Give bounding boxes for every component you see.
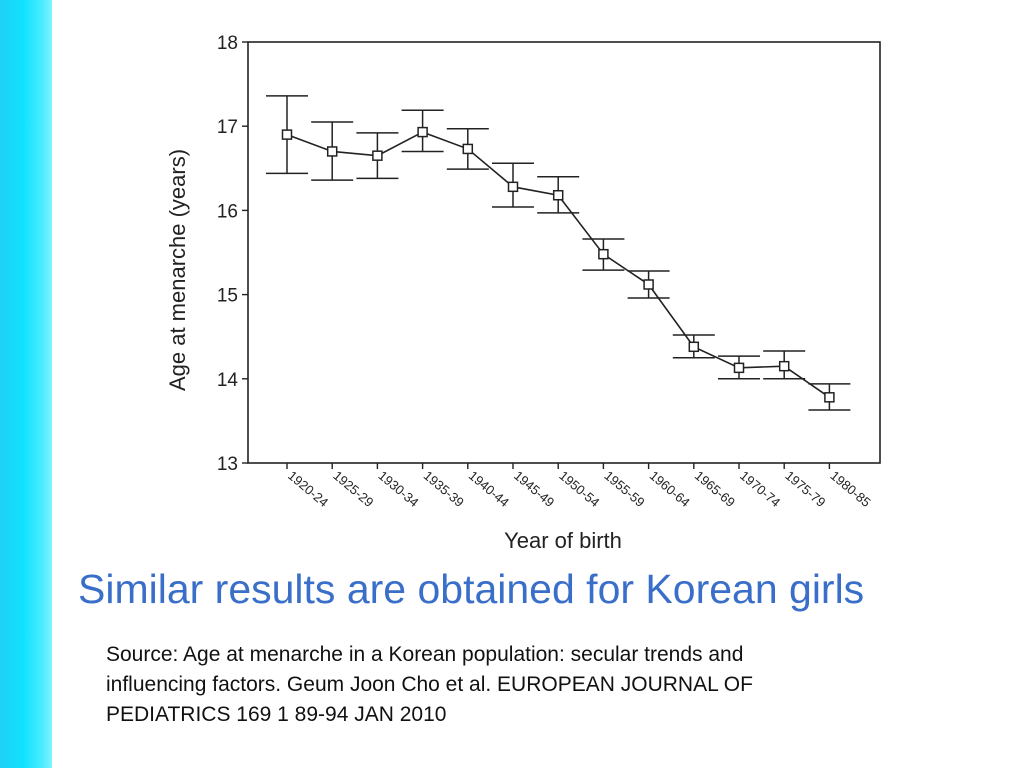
data-point	[778, 360, 790, 372]
slide-title: Similar results are obtained for Korean …	[78, 566, 865, 612]
y-axis-title: Age at menarche (years)	[165, 149, 190, 391]
y-tick-label: 17	[217, 117, 238, 138]
x-tick-label: 1955-59	[601, 468, 647, 510]
x-tick-label: 1970-74	[737, 468, 783, 510]
x-tick-label: 1920-24	[285, 468, 331, 510]
x-tick-label: 1975-79	[782, 468, 828, 510]
y-tick-label: 15	[217, 286, 238, 307]
data-point	[552, 189, 564, 201]
plot-frame	[247, 41, 881, 464]
x-tick-label: 1980-85	[827, 468, 873, 510]
data-point	[688, 341, 700, 353]
x-tick-label: 1940-44	[466, 468, 512, 510]
data-point	[598, 248, 609, 260]
x-tick-label: 1930-34	[375, 468, 421, 510]
data-point	[824, 392, 835, 403]
y-tick-label: 16	[217, 201, 238, 222]
x-tick-label: 1965-69	[692, 468, 738, 510]
data-point	[372, 150, 383, 161]
x-tick-label: 1935-39	[421, 468, 467, 510]
data-point	[643, 279, 654, 290]
data-point	[281, 129, 293, 140]
y-tick-label: 13	[217, 454, 238, 475]
y-tick-label: 18	[217, 33, 238, 54]
data-point	[417, 126, 428, 138]
x-tick-label: 1960-64	[647, 468, 693, 510]
x-tick-label: 1945-49	[511, 468, 557, 510]
menarche-age-chart: 13 14 15 16 17 18 1920-24 1925-29 1930-34 1935-39…	[165, 33, 881, 553]
data-point	[462, 143, 474, 155]
y-tick-label: 14	[217, 370, 239, 391]
x-tick-label: 1950-54	[556, 468, 602, 510]
decorative-side-bar	[0, 0, 52, 768]
data-point	[326, 146, 338, 157]
x-axis-title: Year of birth	[504, 528, 622, 553]
data-point	[507, 181, 519, 193]
x-tick-label: 1925-29	[330, 468, 376, 510]
series-line	[286, 131, 830, 398]
data-point	[733, 362, 745, 374]
source-citation: Source: Age at menarche in a Korean popu…	[106, 643, 753, 726]
